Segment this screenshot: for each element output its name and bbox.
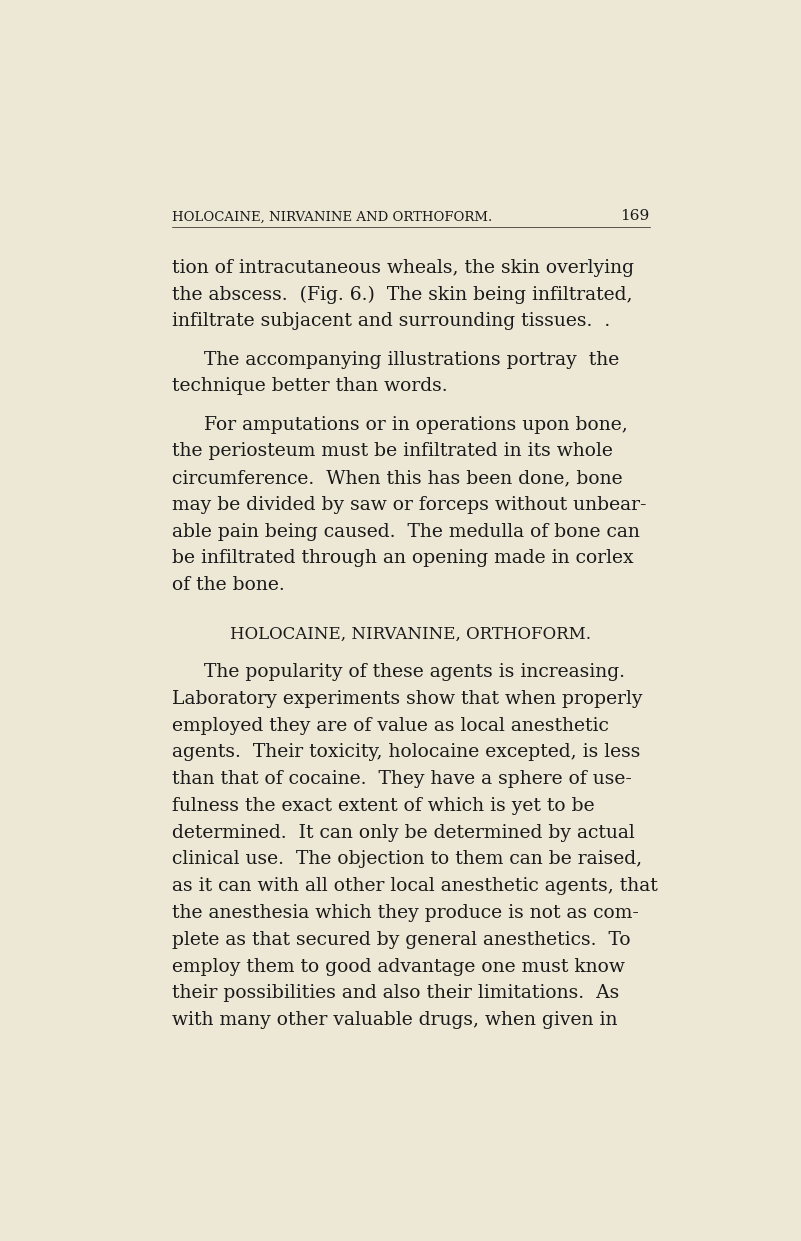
- Text: the anesthesia which they produce is not as com-: the anesthesia which they produce is not…: [171, 903, 638, 922]
- Text: clinical use.  The objection to them can be raised,: clinical use. The objection to them can …: [171, 850, 642, 869]
- Text: may be divided by saw or forceps without unbear-: may be divided by saw or forceps without…: [171, 496, 646, 514]
- Text: than that of cocaine.  They have a sphere of use-: than that of cocaine. They have a sphere…: [171, 771, 631, 788]
- Text: with many other valuable drugs, when given in: with many other valuable drugs, when giv…: [171, 1011, 617, 1029]
- Text: as it can with all other local anesthetic agents, that: as it can with all other local anestheti…: [171, 877, 658, 895]
- Text: determined.  It can only be determined by actual: determined. It can only be determined by…: [171, 824, 634, 841]
- Text: fulness the exact extent of which is yet to be: fulness the exact extent of which is yet…: [171, 797, 594, 815]
- Text: The popularity of these agents is increasing.: The popularity of these agents is increa…: [203, 663, 625, 681]
- Text: plete as that secured by general anesthetics.  To: plete as that secured by general anesthe…: [171, 931, 630, 949]
- Text: the periosteum must be infiltrated in its whole: the periosteum must be infiltrated in it…: [171, 442, 613, 460]
- Text: tion of intracutaneous wheals, the skin overlying: tion of intracutaneous wheals, the skin …: [171, 259, 634, 277]
- Text: their possibilities and also their limitations.  As: their possibilities and also their limit…: [171, 984, 618, 1003]
- Text: able pain being caused.  The medulla of bone can: able pain being caused. The medulla of b…: [171, 522, 639, 541]
- Text: technique better than words.: technique better than words.: [171, 377, 447, 396]
- Text: The accompanying illustrations portray  the: The accompanying illustrations portray t…: [203, 350, 619, 369]
- Text: employed they are of value as local anesthetic: employed they are of value as local anes…: [171, 717, 609, 735]
- Text: employ them to good advantage one must know: employ them to good advantage one must k…: [171, 958, 625, 975]
- Text: circumference.  When this has been done, bone: circumference. When this has been done, …: [171, 469, 622, 486]
- Text: agents.  Their toxicity, holocaine excepted, is less: agents. Their toxicity, holocaine except…: [171, 743, 640, 762]
- Text: of the bone.: of the bone.: [171, 576, 284, 594]
- Text: the abscess.  (Fig. 6.)  The skin being infiltrated,: the abscess. (Fig. 6.) The skin being in…: [171, 285, 632, 304]
- Text: HOLOCAINE, NIRVANINE, ORTHOFORM.: HOLOCAINE, NIRVANINE, ORTHOFORM.: [230, 625, 591, 643]
- Text: HOLOCAINE, NIRVANINE AND ORTHOFORM.: HOLOCAINE, NIRVANINE AND ORTHOFORM.: [171, 211, 492, 223]
- Text: 169: 169: [620, 210, 650, 223]
- Text: Laboratory experiments show that when properly: Laboratory experiments show that when pr…: [171, 690, 642, 707]
- Text: For amputations or in operations upon bone,: For amputations or in operations upon bo…: [203, 416, 627, 433]
- Text: infiltrate subjacent and surrounding tissues.  .: infiltrate subjacent and surrounding tis…: [171, 313, 610, 330]
- Text: be infiltrated through an opening made in corlex: be infiltrated through an opening made i…: [171, 550, 633, 567]
